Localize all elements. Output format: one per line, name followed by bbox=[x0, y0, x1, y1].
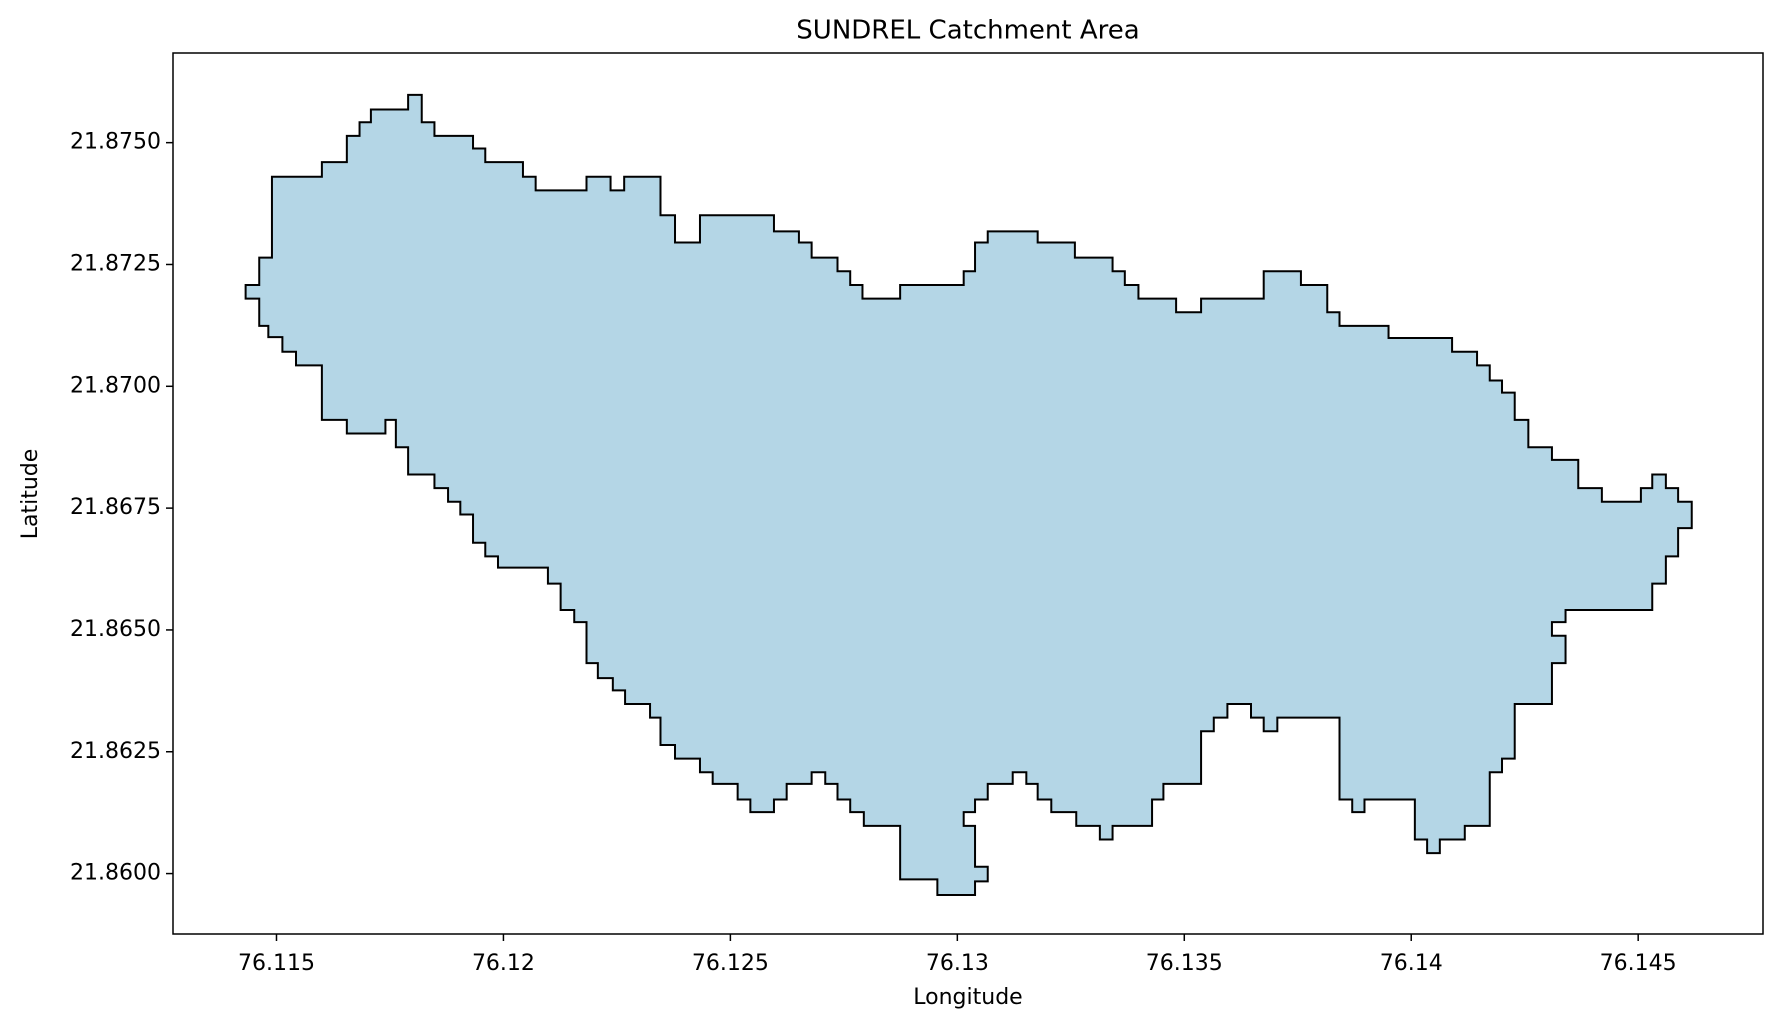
y-tick-label: 21.8725 bbox=[70, 251, 161, 276]
y-axis-label: Latitude bbox=[18, 449, 43, 540]
chart-title: SUNDREL Catchment Area bbox=[796, 16, 1139, 46]
x-tick-label: 76.115 bbox=[238, 951, 315, 976]
plot-frame bbox=[172, 52, 1764, 935]
y-tick-label: 21.8750 bbox=[70, 130, 161, 155]
x-tick-label: 76.12 bbox=[472, 951, 535, 976]
x-tick-label: 76.14 bbox=[1380, 951, 1443, 976]
catchment-polygon bbox=[244, 93, 1693, 897]
y-tick-label: 21.8650 bbox=[70, 617, 161, 642]
x-axis-label: Longitude bbox=[913, 985, 1022, 1010]
y-tick-label: 21.8600 bbox=[70, 861, 161, 886]
y-tick-label: 21.8625 bbox=[70, 739, 161, 764]
y-tick-label: 21.8700 bbox=[70, 373, 161, 398]
x-tick-label: 76.125 bbox=[692, 951, 769, 976]
y-tick-label: 21.8675 bbox=[70, 495, 161, 520]
x-tick-label: 76.135 bbox=[1146, 951, 1223, 976]
x-tick-label: 76.145 bbox=[1600, 951, 1677, 976]
x-tick-label: 76.13 bbox=[926, 951, 989, 976]
